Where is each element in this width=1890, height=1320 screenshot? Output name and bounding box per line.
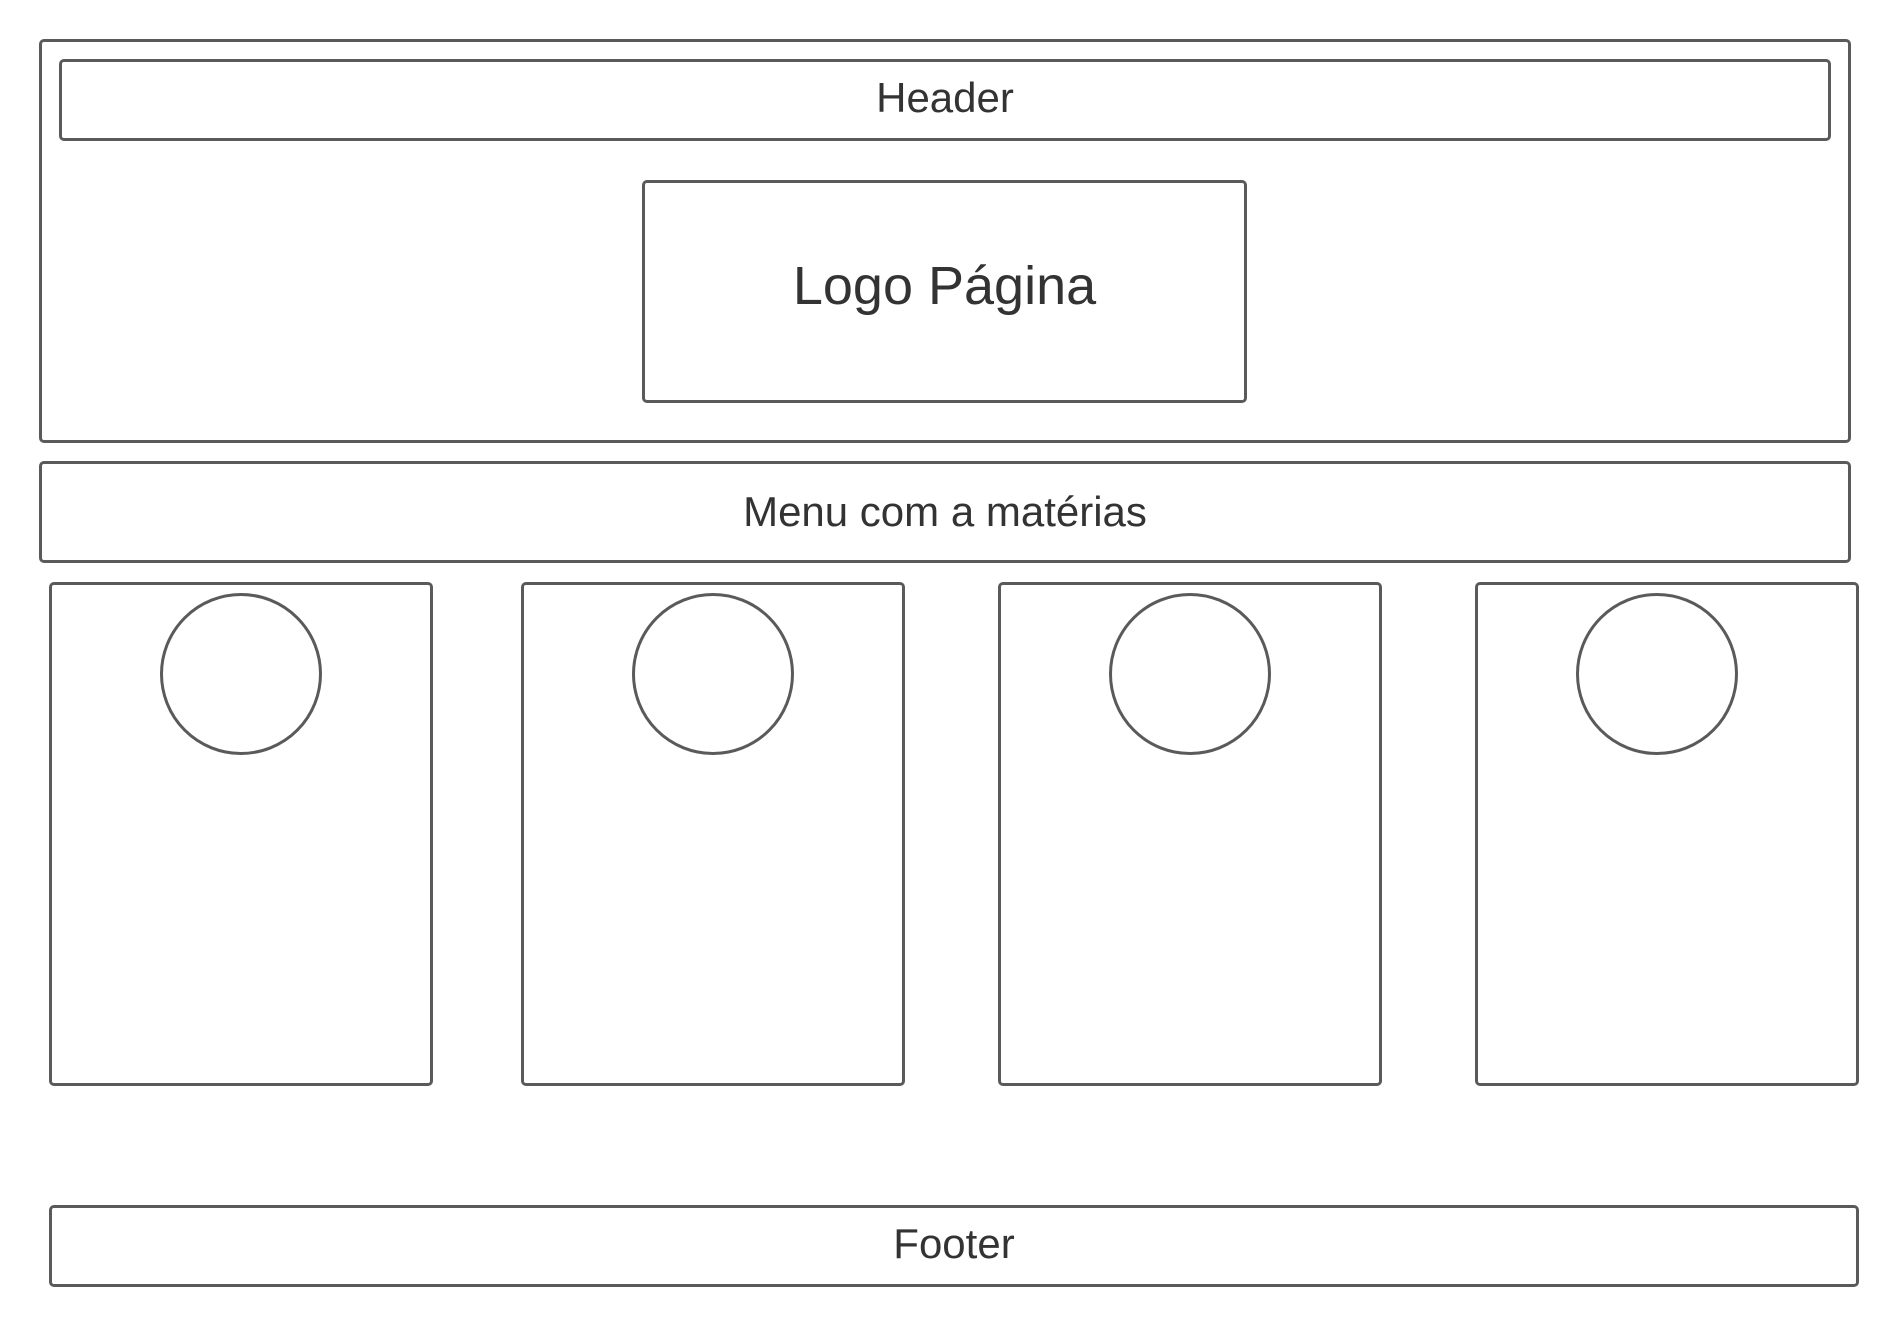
content-card-1 bbox=[49, 582, 433, 1086]
card-1-circle bbox=[160, 593, 322, 755]
header-label: Header bbox=[876, 74, 1014, 121]
content-card-2 bbox=[521, 582, 905, 1086]
menu-bar: Menu com a matérias bbox=[39, 461, 1851, 563]
logo-box: Logo Página bbox=[642, 180, 1247, 403]
card-3-circle bbox=[1109, 593, 1271, 755]
content-card-4 bbox=[1475, 582, 1859, 1086]
content-card-3 bbox=[998, 582, 1382, 1086]
footer-bar: Footer bbox=[49, 1205, 1859, 1287]
menu-label: Menu com a matérias bbox=[743, 488, 1147, 535]
card-4-circle bbox=[1576, 593, 1738, 755]
logo-label: Logo Página bbox=[792, 256, 1097, 316]
card-2-circle bbox=[632, 593, 794, 755]
header-bar: Header bbox=[59, 59, 1831, 141]
footer-label: Footer bbox=[893, 1220, 1015, 1267]
